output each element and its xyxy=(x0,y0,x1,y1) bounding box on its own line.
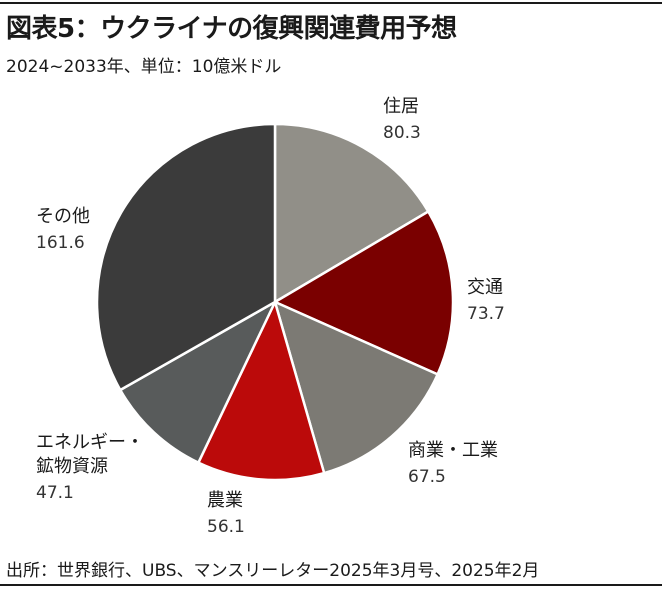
slice-value-1: 73.7 xyxy=(467,304,505,324)
slice-value-5: 161.6 xyxy=(36,233,85,253)
pie-slice-5 xyxy=(95,122,277,392)
slice-label-2: 商業・工業 67.5 xyxy=(408,440,498,487)
bottom-rule xyxy=(0,584,662,586)
top-rule xyxy=(0,2,662,4)
slice-name-3-0: 農業 xyxy=(207,490,243,511)
pie-slice-3 xyxy=(197,300,326,482)
slice-label-0: 住居 80.3 xyxy=(383,96,421,143)
slice-value-0: 80.3 xyxy=(383,123,421,143)
slice-name-5-0: その他 xyxy=(36,206,90,227)
pie-slice-2 xyxy=(273,300,439,475)
pie-slice-1 xyxy=(273,210,455,376)
slice-name-4-0: エネルギー・ xyxy=(36,432,144,453)
pie-slice-0 xyxy=(273,122,430,304)
chart-title: 図表5：ウクライナの復興関連費用予想 xyxy=(6,14,457,44)
source-note: 出所：世界銀行、UBS、マンスリーレター2025年3月号、2025年2月 xyxy=(6,561,540,581)
slice-label-3: 農業 56.1 xyxy=(207,490,245,537)
slice-value-2: 67.5 xyxy=(408,467,446,487)
slice-label-1: 交通 73.7 xyxy=(467,277,505,324)
chart-subtitle: 2024~2033年、単位：10億米ドル xyxy=(6,57,282,77)
slice-label-5: その他 161.6 xyxy=(36,206,90,253)
slice-name-0-0: 住居 xyxy=(383,96,419,117)
slice-name-4-1: 鉱物資源 xyxy=(36,456,108,477)
slice-label-4: エネルギー・鉱物資源 47.1 xyxy=(36,432,144,503)
slice-name-1-0: 交通 xyxy=(467,277,503,298)
slice-value-3: 56.1 xyxy=(207,517,245,537)
pie-slice-4 xyxy=(119,300,277,464)
slice-value-4: 47.1 xyxy=(36,483,74,503)
slice-name-2-0: 商業・工業 xyxy=(408,440,498,461)
